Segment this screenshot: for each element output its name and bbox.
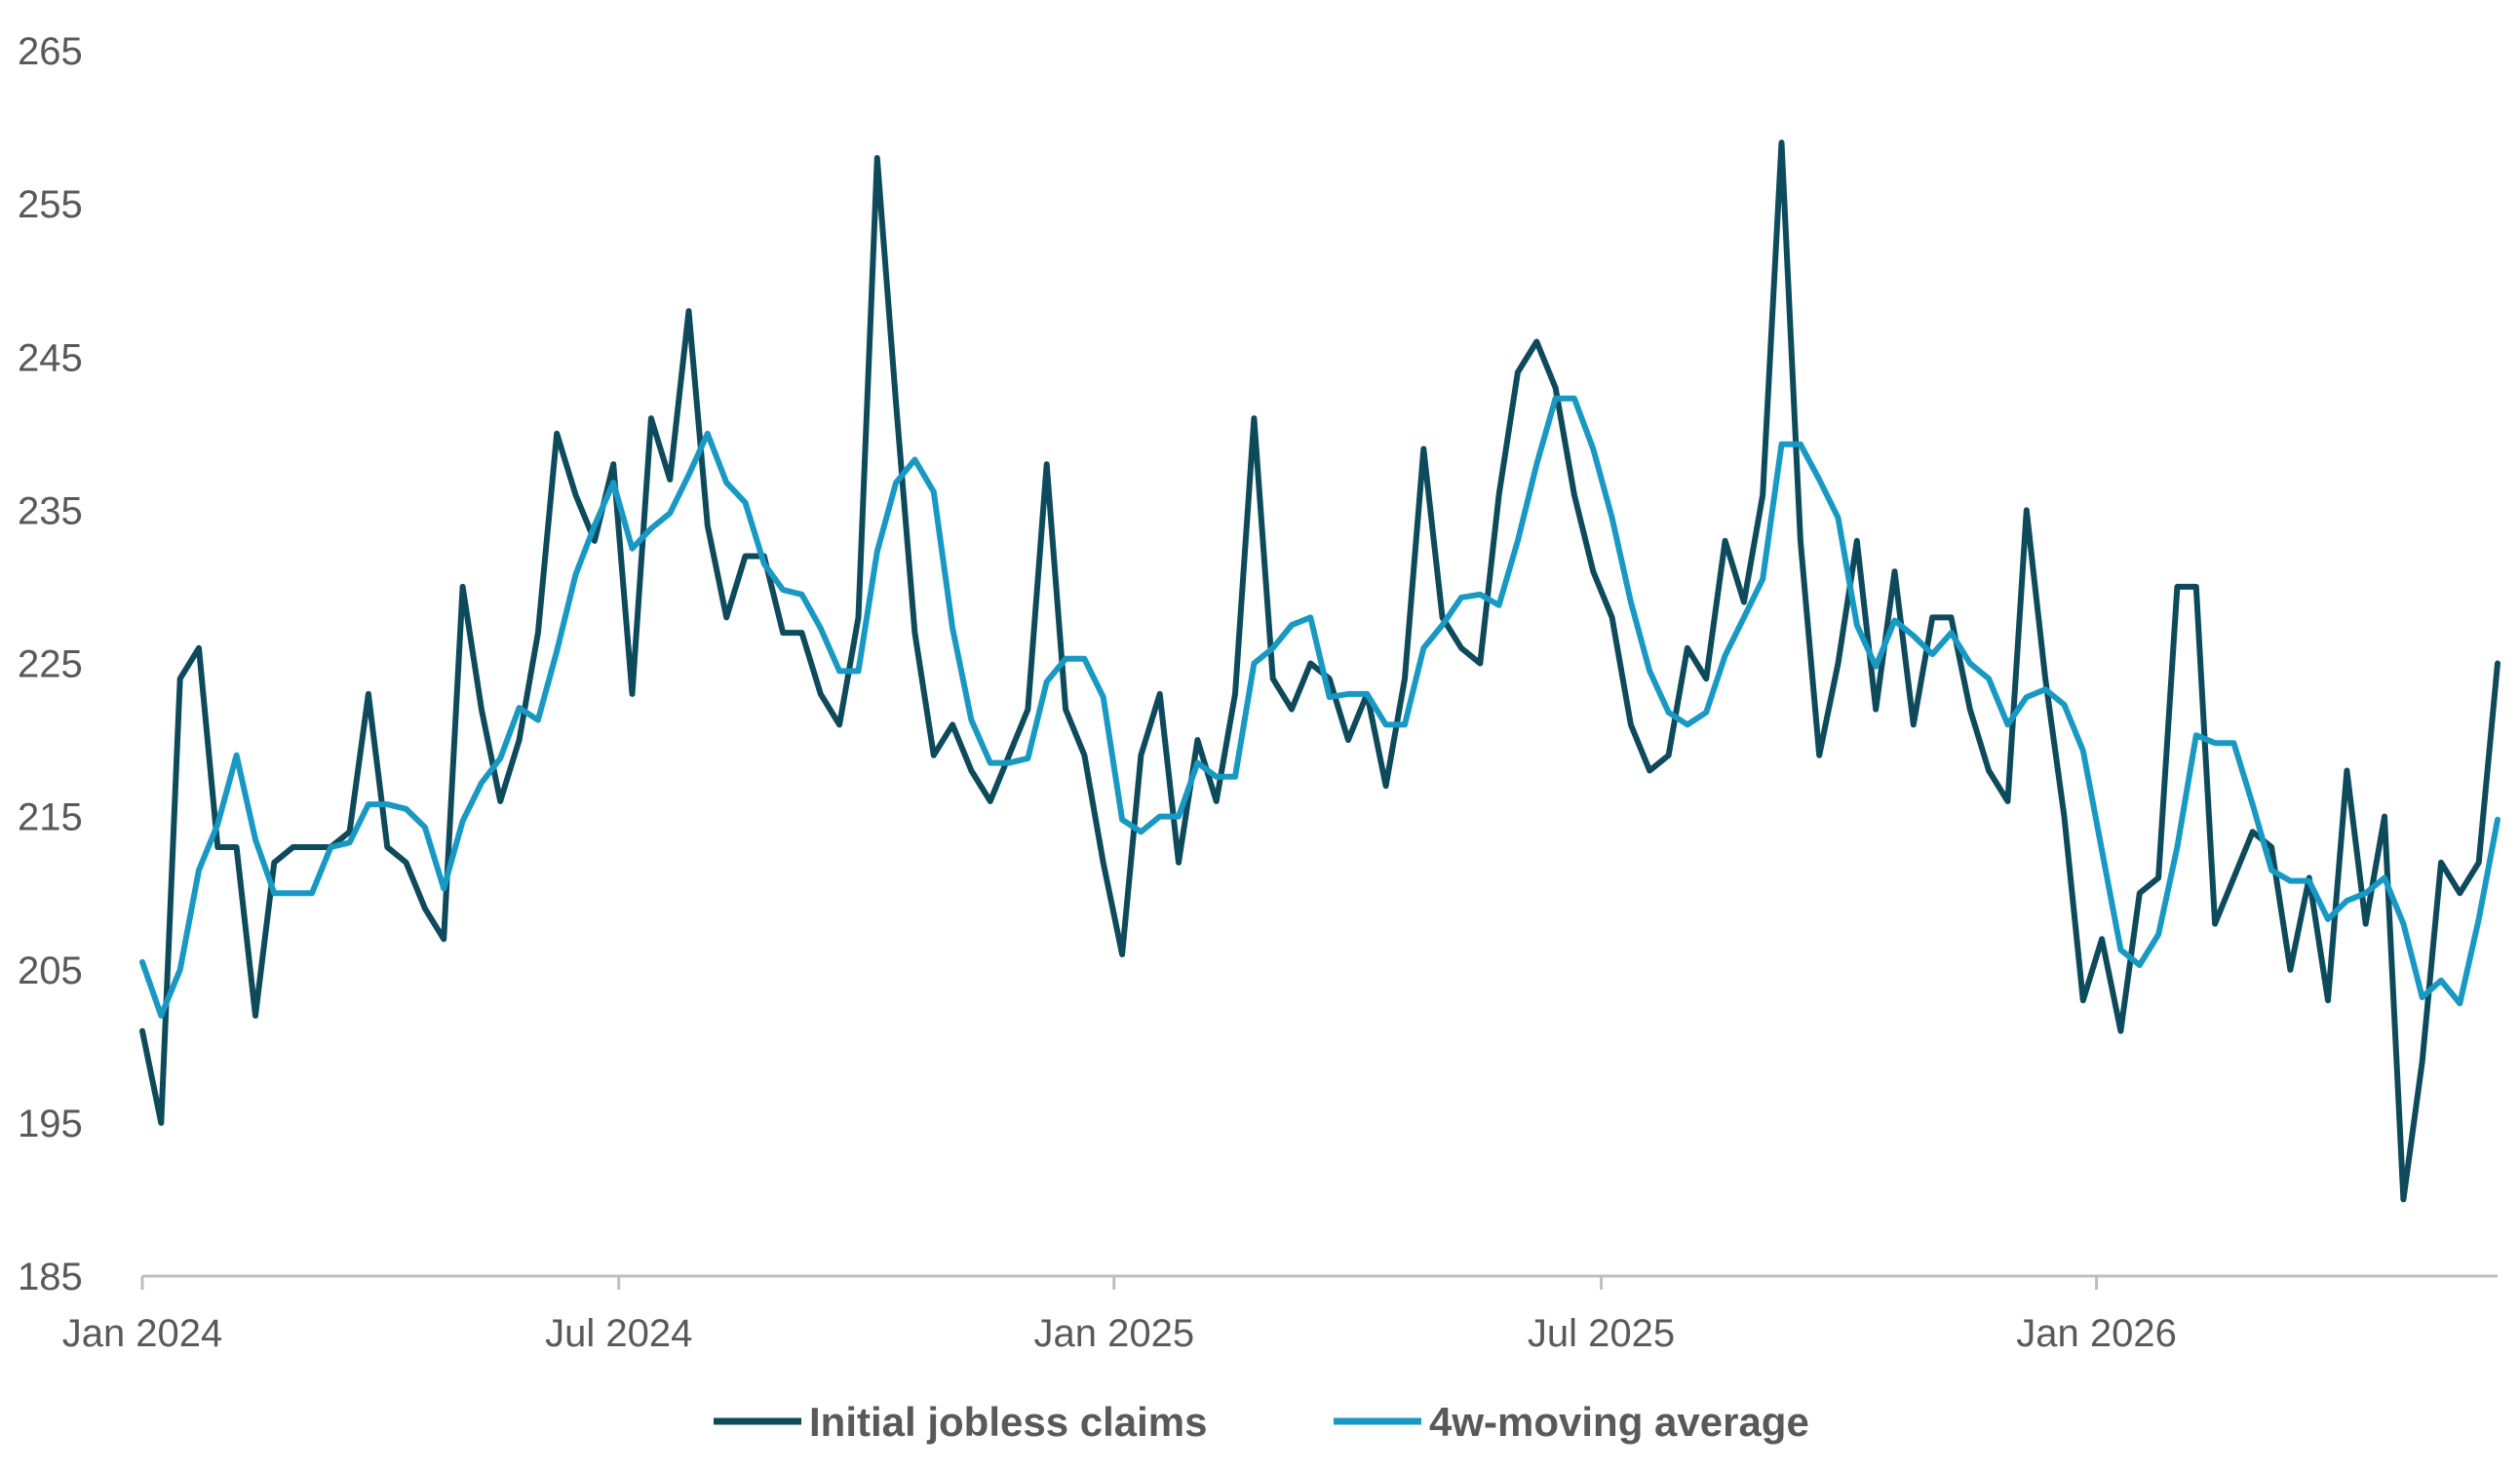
y-axis-tick-labels: 185 195 205 215 225 235 245 255 265 [18, 30, 83, 1298]
y-tick-label: 235 [18, 489, 83, 532]
legend-label-moving-average: 4w-moving average [1429, 1399, 1809, 1445]
y-tick-label: 215 [18, 796, 83, 839]
y-tick-label: 225 [18, 643, 83, 686]
legend-label-initial-claims: Initial jobless claims [809, 1399, 1208, 1445]
y-tick-label: 195 [18, 1103, 83, 1145]
x-axis-ticks: Jan 2024 Jul 2024 Jan 2025 Jul 2025 Jan 2026 [62, 1276, 2177, 1355]
x-tick-label: Jul 2025 [1528, 1312, 1675, 1355]
series-line-initial-claims [139, 139, 2501, 1203]
series-line-moving-average [139, 395, 2501, 1019]
y-tick-label: 185 [18, 1256, 83, 1298]
x-tick-label: Jan 2025 [1033, 1312, 1194, 1355]
x-tick-label: Jan 2024 [62, 1312, 223, 1355]
x-tick-label: Jan 2026 [2016, 1312, 2177, 1355]
legend: Initial jobless claims 4w-moving average [714, 1399, 1809, 1445]
y-tick-label: 255 [18, 183, 83, 226]
series-lines [139, 139, 2501, 1203]
y-tick-label: 205 [18, 949, 83, 992]
x-tick-label: Jul 2024 [545, 1312, 692, 1355]
y-tick-label: 265 [18, 30, 83, 73]
y-tick-label: 245 [18, 336, 83, 379]
